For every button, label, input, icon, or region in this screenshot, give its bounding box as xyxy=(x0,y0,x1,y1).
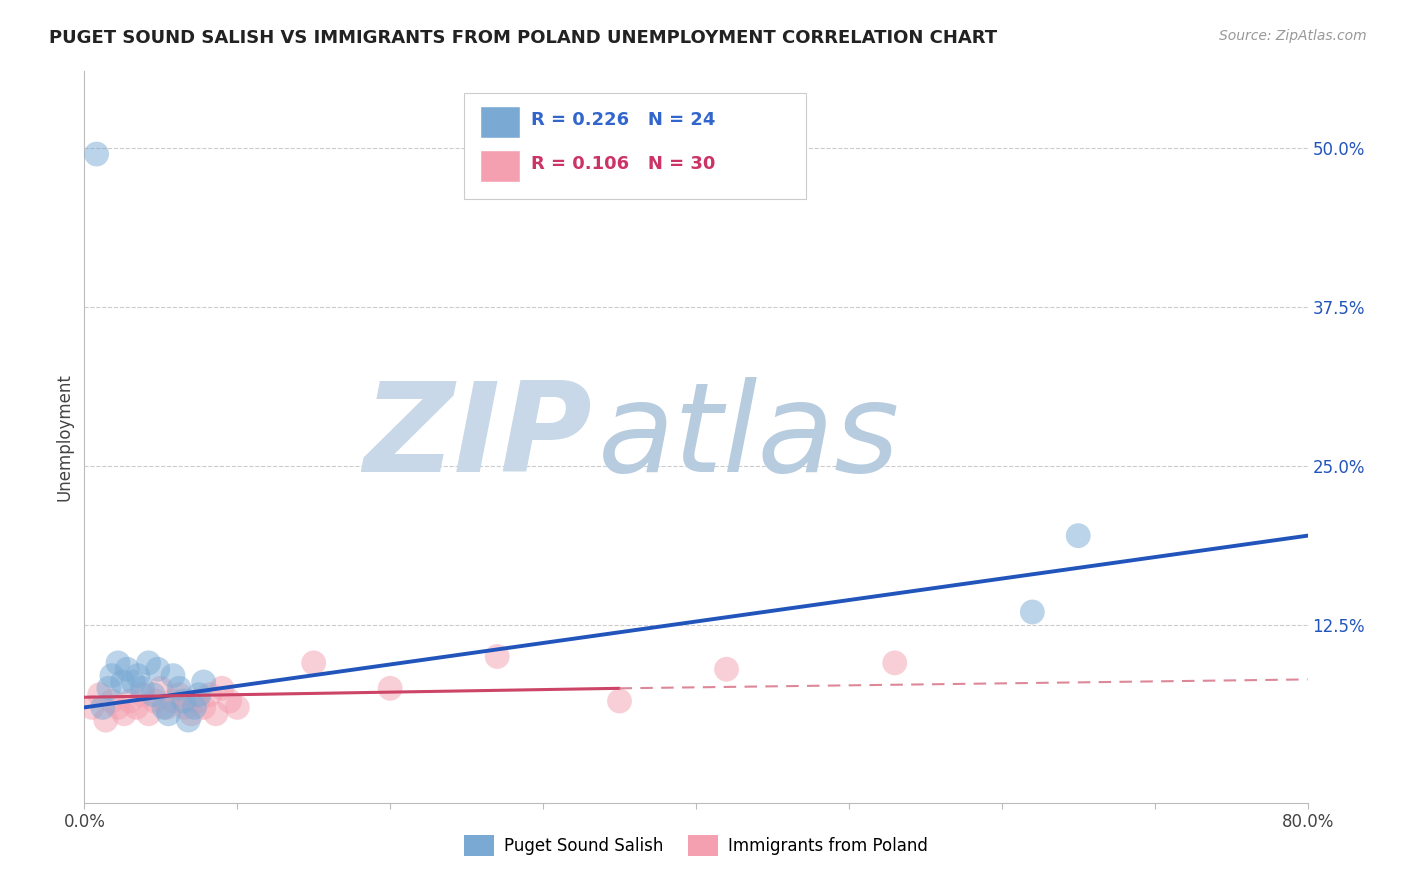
Text: Source: ZipAtlas.com: Source: ZipAtlas.com xyxy=(1219,29,1367,43)
Point xyxy=(193,675,215,690)
Point xyxy=(198,688,221,702)
FancyBboxPatch shape xyxy=(481,151,520,182)
Point xyxy=(218,694,240,708)
Point xyxy=(138,706,160,721)
Point xyxy=(162,668,184,682)
Point xyxy=(186,694,208,708)
FancyBboxPatch shape xyxy=(464,94,806,200)
Point xyxy=(177,713,200,727)
Point xyxy=(167,688,190,702)
Point xyxy=(80,700,103,714)
Point xyxy=(131,681,153,696)
Text: R = 0.106   N = 30: R = 0.106 N = 30 xyxy=(531,155,716,173)
Point xyxy=(157,706,180,721)
Point xyxy=(111,675,134,690)
Point xyxy=(101,694,124,708)
Point xyxy=(211,681,233,696)
Point xyxy=(1067,529,1090,543)
Point xyxy=(883,656,905,670)
Point xyxy=(107,700,129,714)
Point xyxy=(156,700,179,714)
Point xyxy=(107,656,129,670)
Point xyxy=(146,662,169,676)
Point xyxy=(131,688,153,702)
Point xyxy=(174,700,197,714)
Point xyxy=(125,700,148,714)
Point xyxy=(86,147,108,161)
Point xyxy=(486,649,509,664)
Legend: Puget Sound Salish, Immigrants from Poland: Puget Sound Salish, Immigrants from Pola… xyxy=(456,827,936,864)
Point xyxy=(115,662,138,676)
Point xyxy=(188,688,211,702)
Point xyxy=(302,656,325,670)
Point xyxy=(380,681,402,696)
Point xyxy=(149,681,172,696)
Point xyxy=(180,706,202,721)
Point xyxy=(609,694,631,708)
Point xyxy=(94,713,117,727)
Point xyxy=(716,662,738,676)
Point xyxy=(193,700,215,714)
Point xyxy=(127,668,149,682)
Point xyxy=(143,694,166,708)
Point xyxy=(167,681,190,696)
Text: R = 0.226   N = 24: R = 0.226 N = 24 xyxy=(531,112,716,129)
Point xyxy=(142,688,165,702)
Point xyxy=(173,694,195,708)
Point xyxy=(122,675,145,690)
Point xyxy=(226,700,249,714)
Y-axis label: Unemployment: Unemployment xyxy=(55,373,73,501)
Text: ZIP: ZIP xyxy=(363,376,592,498)
Text: PUGET SOUND SALISH VS IMMIGRANTS FROM POLAND UNEMPLOYMENT CORRELATION CHART: PUGET SOUND SALISH VS IMMIGRANTS FROM PO… xyxy=(49,29,997,46)
Point xyxy=(162,694,184,708)
Point xyxy=(120,694,142,708)
Point xyxy=(101,668,124,682)
Point xyxy=(1021,605,1043,619)
Text: atlas: atlas xyxy=(598,376,900,498)
FancyBboxPatch shape xyxy=(481,107,520,138)
Point xyxy=(183,700,205,714)
Point xyxy=(153,700,176,714)
Point xyxy=(138,656,160,670)
Point xyxy=(89,688,111,702)
Point xyxy=(112,706,135,721)
Point xyxy=(97,681,120,696)
Point xyxy=(205,706,228,721)
Point xyxy=(91,700,114,714)
